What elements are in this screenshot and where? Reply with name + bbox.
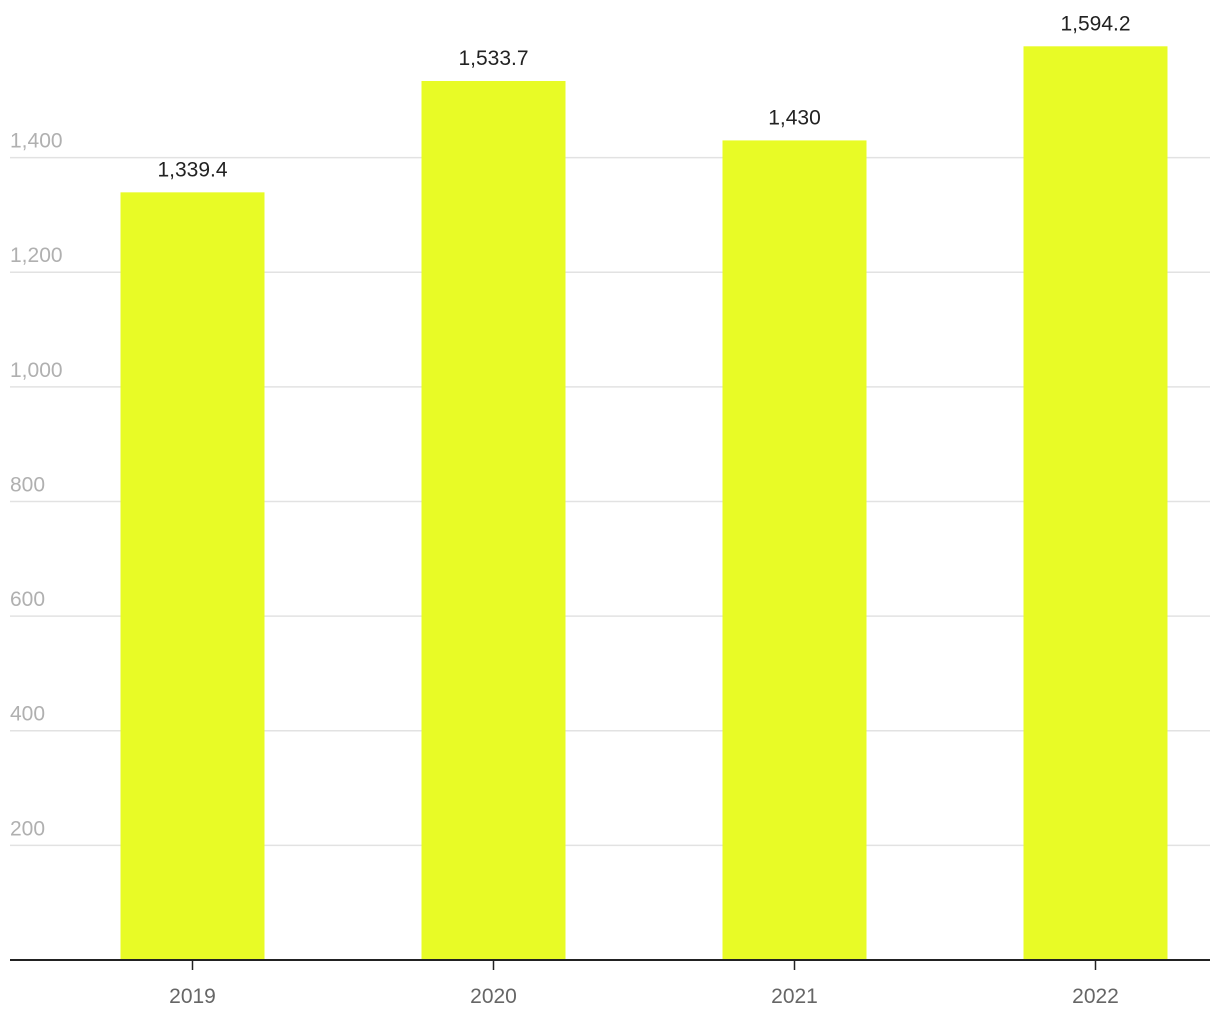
y-tick-label: 1,400	[10, 130, 63, 153]
bar	[421, 80, 566, 960]
value-label: 1,533.7	[458, 47, 528, 70]
bar	[722, 140, 867, 960]
y-tick-label: 1,200	[10, 244, 63, 267]
value-label: 1,594.2	[1060, 12, 1130, 35]
x-tick-label: 2021	[771, 985, 818, 1008]
value-label: 1,339.4	[157, 158, 227, 181]
y-tick-label: 600	[10, 588, 45, 611]
y-tick-label: 1,000	[10, 359, 63, 382]
y-tick-label: 200	[10, 817, 45, 840]
x-tick-label: 2022	[1072, 985, 1119, 1008]
y-tick-label: 400	[10, 703, 45, 726]
bar	[120, 192, 265, 961]
value-label: 1,430	[768, 106, 821, 129]
x-tick-label: 2019	[169, 985, 216, 1008]
y-tick-label: 800	[10, 473, 45, 496]
x-tick-label: 2020	[470, 985, 517, 1008]
bar	[1023, 46, 1168, 960]
